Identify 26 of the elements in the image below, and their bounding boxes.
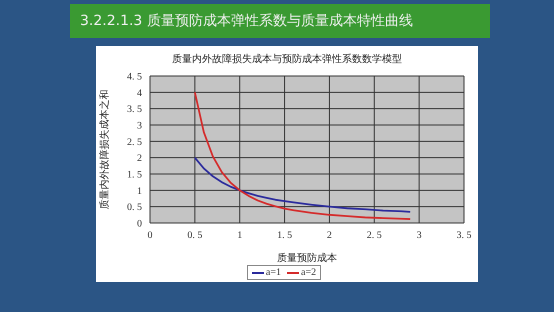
x-tick-label: 0 bbox=[148, 230, 152, 242]
x-axis-title: 质量预防成本 bbox=[277, 252, 337, 264]
y-tick-label: 1. 5 bbox=[127, 170, 142, 181]
x-tick-label: 0. 5 bbox=[187, 230, 202, 242]
line-series bbox=[194, 156, 412, 213]
y-tick-label: 2. 5 bbox=[127, 136, 142, 148]
x-tick-label: 3. 5 bbox=[456, 230, 472, 242]
y-tick-label: 1 bbox=[137, 186, 142, 197]
y-tick-label: 3. 5 bbox=[127, 104, 142, 116]
chart-title: 3.2.2.1.3 质量预防成本弹性系数与质量成本特性曲线 bbox=[70, 4, 490, 38]
x-tick-label: 3 bbox=[416, 230, 422, 242]
y-tick-label: 4. 5 bbox=[127, 72, 142, 83]
y-tick-label: 4 bbox=[137, 88, 142, 99]
chart-subtitle: 质量内外故障损失成本与预防成本弹性系数数学模型 bbox=[171, 52, 403, 66]
y-tick-label: 0. 5 bbox=[127, 202, 142, 214]
legend-label: a=2 bbox=[300, 267, 316, 278]
legend-label: a=1 bbox=[264, 267, 281, 278]
x-tick-label: 2. 5 bbox=[366, 230, 382, 242]
x-tick-label: 1 bbox=[237, 230, 242, 242]
y-tick-label: 2 bbox=[137, 153, 142, 164]
line-series bbox=[194, 91, 412, 220]
y-axis-title: 质量内外故障损失成本之和 bbox=[98, 90, 111, 210]
x-tick-label: 1. 5 bbox=[277, 230, 292, 242]
y-tick-label: 3 bbox=[137, 120, 142, 132]
y-tick-label: 0 bbox=[137, 218, 142, 230]
x-tick-label: 2 bbox=[326, 230, 332, 242]
